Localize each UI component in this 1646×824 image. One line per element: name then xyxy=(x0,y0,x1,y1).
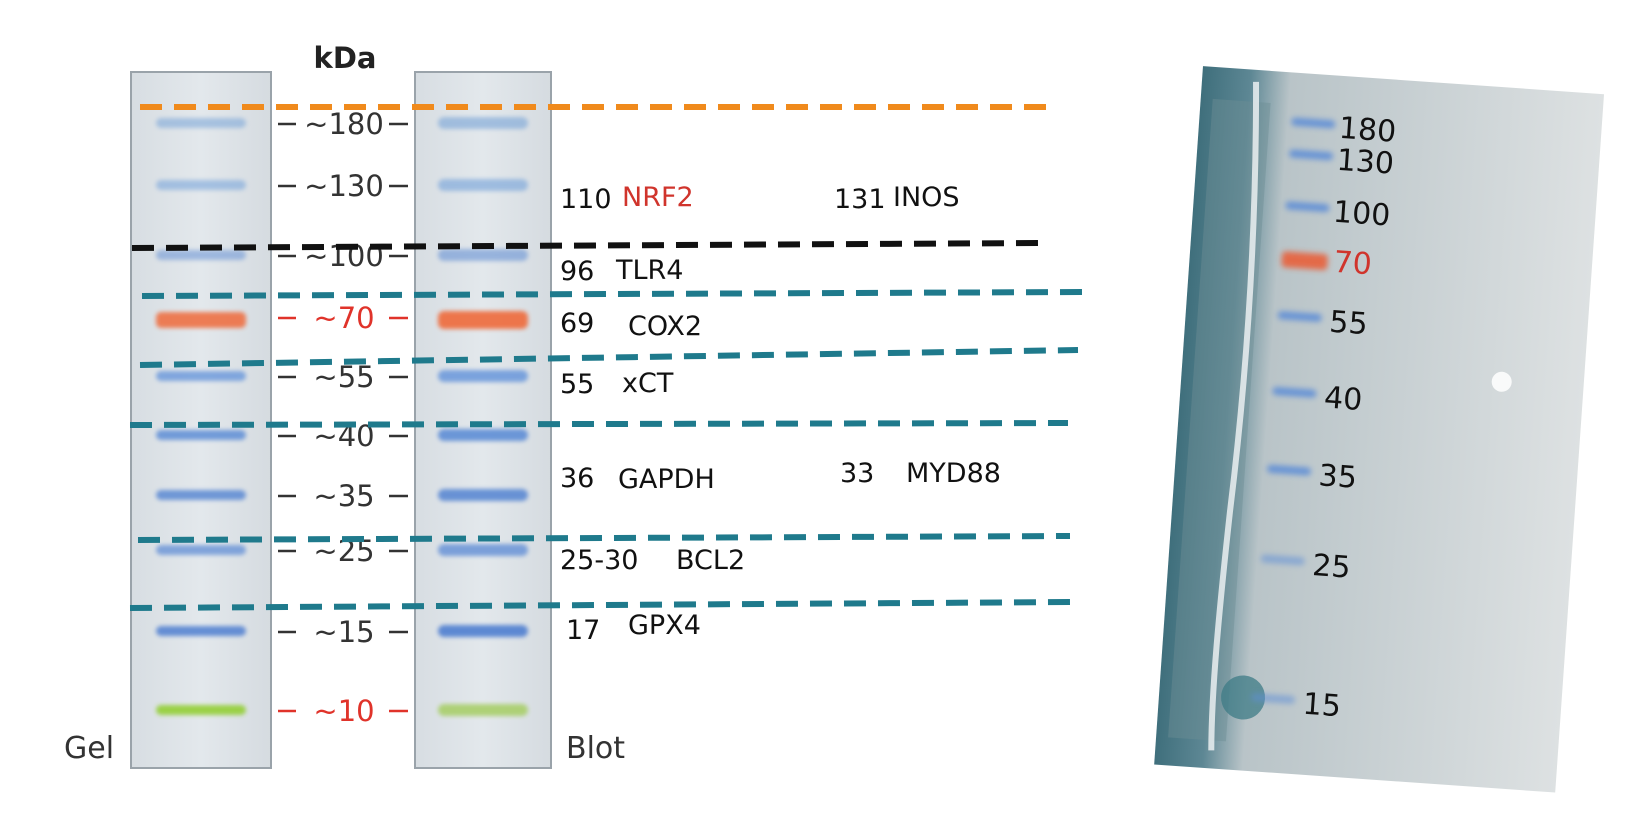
photo-label-70: 70 xyxy=(1332,245,1373,283)
kda-header: kDa xyxy=(314,41,377,75)
protein-name-xct: xCT xyxy=(622,368,674,399)
gel-band-130 xyxy=(156,180,246,190)
gel-lane xyxy=(130,71,272,769)
blot-photo-glare xyxy=(1208,81,1260,751)
photo-band-180 xyxy=(1291,117,1336,129)
blot-band-35 xyxy=(438,489,528,501)
gel-band-35 xyxy=(156,490,246,500)
protein-size-bcl2: 25-30 xyxy=(560,545,638,576)
blot-photo-bubble xyxy=(1221,675,1266,720)
ladder-label-55: ~55 xyxy=(313,360,374,394)
gel-band-10 xyxy=(156,705,246,715)
gel-band-100 xyxy=(156,250,246,260)
blot-band-130 xyxy=(438,179,528,191)
photo-label-180: 180 xyxy=(1338,111,1398,150)
ladder-label-15: ~15 xyxy=(313,615,374,649)
protein-name-cox2: COX2 xyxy=(628,311,702,342)
protein-name-tlr4: TLR4 xyxy=(615,255,683,286)
photo-label-55: 55 xyxy=(1328,305,1369,343)
gel-band-25 xyxy=(156,545,246,555)
blot-lane xyxy=(414,71,552,769)
photo-label-130: 130 xyxy=(1336,143,1396,182)
protein-size-cox2: 69 xyxy=(560,308,594,339)
ladder-label-10: ~10 xyxy=(313,694,374,728)
photo-band-55 xyxy=(1277,311,1322,322)
protein-size-gpx4: 17 xyxy=(566,615,600,646)
gel-bands xyxy=(156,118,246,715)
gel-lane-label: Gel xyxy=(64,731,114,766)
blot-bands xyxy=(438,117,528,716)
gel-band-70 xyxy=(156,312,246,328)
ladder-label-70: ~70 xyxy=(313,301,374,335)
gel-band-55 xyxy=(156,371,246,381)
protein-name-gpx4: GPX4 xyxy=(628,610,701,641)
ladder-label-130: ~130 xyxy=(304,169,384,203)
cut-lines xyxy=(129,104,1087,611)
photo-label-25: 25 xyxy=(1311,548,1352,586)
blot-band-25 xyxy=(438,544,528,556)
blot-photo-edge xyxy=(1168,98,1271,742)
cutline-teal-1 xyxy=(141,289,1087,299)
photo-label-15: 15 xyxy=(1302,687,1343,725)
blot-band-180 xyxy=(438,117,528,129)
gel-band-40 xyxy=(156,430,246,440)
gel-band-15 xyxy=(156,626,246,636)
blot-band-55 xyxy=(438,370,528,382)
cutline-teal-5 xyxy=(129,599,1075,611)
cutline-teal-3 xyxy=(129,420,1069,428)
protein-size-tlr4: 96 xyxy=(560,256,594,287)
blot-band-10 xyxy=(438,704,528,716)
ladder-labels: ~180~130~100~70~55~40~35~25~15~10 xyxy=(278,107,408,728)
protein-name-myd88: MYD88 xyxy=(906,458,1001,489)
photo-band-130 xyxy=(1289,149,1334,161)
cutline-teal-4 xyxy=(137,533,1071,543)
photo-band-25 xyxy=(1260,554,1305,566)
cutline-black xyxy=(131,240,1041,251)
protein-size-myd88: 33 xyxy=(840,458,874,489)
ladder-label-35: ~35 xyxy=(313,479,374,513)
photo-band-15 xyxy=(1251,693,1296,704)
ladder-label-180: ~180 xyxy=(304,107,384,141)
photo-label-100: 100 xyxy=(1332,195,1392,234)
photo-band-40 xyxy=(1272,387,1317,398)
blot-band-100 xyxy=(438,249,528,261)
protein-annotations: 110 NRF2 131 INOS 96 TLR4 69 COX2 55 xCT… xyxy=(560,182,1001,646)
blot-band-15 xyxy=(438,625,528,637)
gel-band-180 xyxy=(156,118,246,128)
photo-label-40: 40 xyxy=(1323,380,1364,418)
blot-photo-membrane xyxy=(1154,66,1605,793)
protein-name-gapdh: GAPDH xyxy=(618,464,715,495)
protein-name-inos: INOS xyxy=(893,182,960,213)
photo-band-35 xyxy=(1267,464,1311,476)
photo-label-35: 35 xyxy=(1317,458,1358,496)
photo-band-70 xyxy=(1281,251,1328,271)
blot-lane-label: Blot xyxy=(566,731,625,766)
protein-name-nrf2: NRF2 xyxy=(622,182,694,213)
blot-photo-spot xyxy=(1491,371,1512,392)
cutline-teal-2 xyxy=(139,347,1079,368)
protein-size-gapdh: 36 xyxy=(560,463,594,494)
protein-name-bcl2: BCL2 xyxy=(676,545,745,576)
blot-band-40 xyxy=(438,429,528,441)
protein-size-nrf2: 110 xyxy=(560,184,612,215)
blot-band-70 xyxy=(438,311,528,329)
photo-marker-bands xyxy=(1251,117,1336,704)
photo-band-100 xyxy=(1285,201,1330,213)
protein-size-inos: 131 xyxy=(834,184,886,215)
protein-size-xct: 55 xyxy=(560,369,594,400)
